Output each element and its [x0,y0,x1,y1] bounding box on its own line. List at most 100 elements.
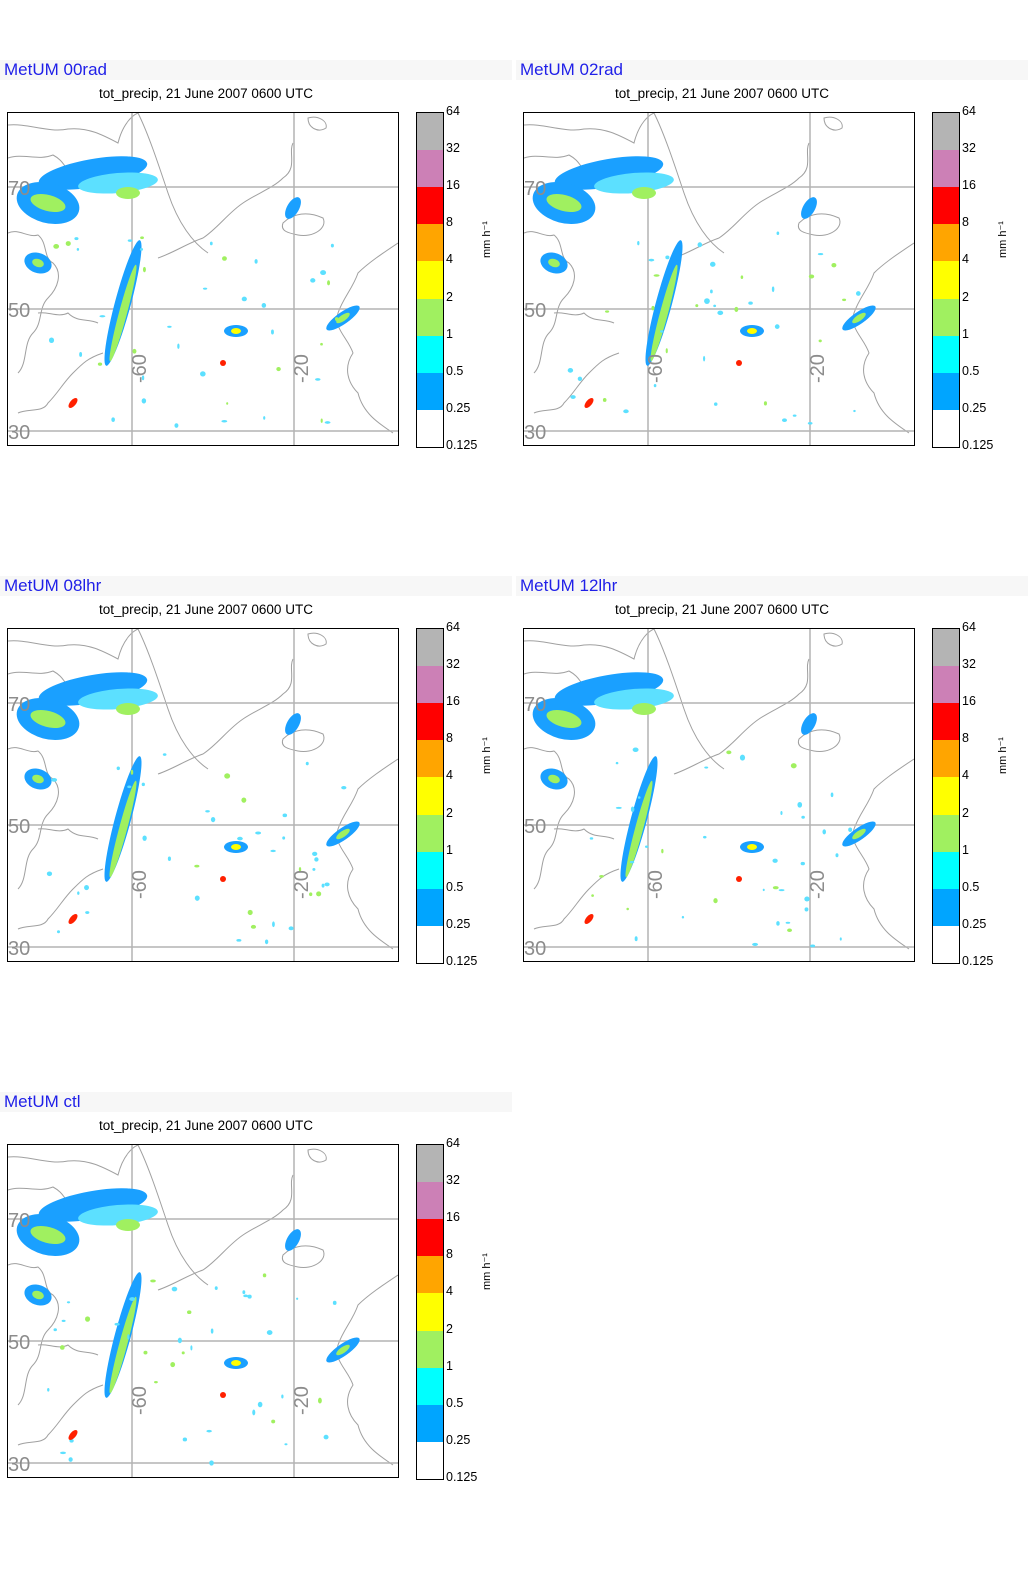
rain-speck [46,871,53,877]
panel-subtitle: tot_precip, 21 June 2007 0600 UTC [615,86,829,101]
colorbar [932,112,960,448]
rain-speck [255,831,262,835]
colorbar-tick-label: 1 [962,326,969,341]
us-east-coast [17,868,104,930]
rain-speck [167,325,172,328]
colorbar-swatch [933,150,959,188]
rain-speck [132,348,137,354]
rain-speck [84,884,89,891]
colorbar-swatch [933,925,959,964]
europe-coast [852,242,914,434]
colorbar-swatch [933,629,959,667]
rain-band-arctic [554,156,664,190]
rain-core-baffin [546,193,582,213]
rain-front-core [109,264,137,362]
map-panel: MetUM ctl tot_precip, 21 June 2007 0600 … [0,1092,516,1592]
rain-front-core [625,780,653,878]
colorbar-swatch [933,224,959,262]
rain-core-arctic [116,1219,140,1231]
rain-core-arctic [632,703,656,715]
colorbar-swatch [417,409,443,448]
svalbard-coast [307,116,327,131]
rain-speck [315,378,321,381]
rain-speck [776,231,780,236]
rain-speck [111,417,115,422]
colorbar-tick-label: 32 [962,657,976,672]
rain-iceland [801,197,817,219]
panel-heading: MetUM 02rad [520,60,623,79]
rain-speck [264,939,269,945]
rain-speck [734,306,739,312]
rain-speck [591,894,594,897]
graticule [8,629,398,961]
norway-coast [673,658,810,775]
us-east-coast [533,868,620,930]
colorbar-swatch [417,1367,443,1406]
lat-70-label: 70 [8,1210,30,1232]
greenland-east-coast [137,629,209,770]
rain-speck [76,247,80,251]
rain-speck [567,367,574,373]
rain-speck [853,409,856,413]
colorbar-swatch [417,298,443,337]
colorbar-tick-label: 1 [446,326,453,341]
rain-speck [848,827,853,832]
colorbar-swatch [417,150,443,188]
rain-speck [316,891,322,897]
precip-map: 70 50 30 -60 -20 [7,628,399,962]
labrador-coast [524,747,575,890]
colorbar-swatch [417,666,443,704]
colorbar-unit: mm h⁻¹ [997,221,1009,258]
rain-speck [772,858,778,863]
rain-speck [266,1330,273,1335]
rain-speck [170,1361,176,1368]
rain-core-baffin [30,709,66,729]
rain-speck [141,398,147,404]
norway-coast [673,142,810,259]
rain-speck [305,761,309,766]
rain-europe-core [336,312,350,324]
lon-m60-label: -60 [129,1386,151,1415]
rain-speck [334,317,339,322]
heading-bar [516,576,1028,596]
rain-speck [114,1322,120,1326]
precip-map: 70 50 30 -60 -20 [523,628,915,962]
europe-coast [336,242,398,434]
rain-speck [681,915,685,919]
colorbar-swatch [417,335,443,374]
colorbar-tick-label: 0.125 [962,954,994,968]
graticule-labels: 70 50 30 -60 -20 [524,694,829,960]
colorbar-tick-label: 64 [962,104,976,118]
rain-labrador-core [32,258,44,268]
nova-scotia-coast [553,312,615,324]
rain-band-arctic-core [78,688,158,710]
rain-speck [187,1310,192,1315]
colorbar-tick-label: 0.125 [446,1470,478,1484]
rain-speck [51,778,58,782]
rain-speck [626,907,629,911]
heading-bar [516,60,1028,80]
colorbar-swatch [417,1330,443,1369]
labrador-coast [8,747,59,890]
iceland-coast [281,729,325,753]
colorbar-tick-label: 0.5 [446,1395,464,1410]
colorbar-tick-label: 2 [962,805,969,820]
heading-bar [0,576,512,596]
lat-30-label: 30 [8,938,30,960]
rain-speck [713,304,717,308]
rain-speck [774,324,780,329]
rain-band-arctic [38,156,148,190]
rain-speck [53,244,60,249]
rain-speck [190,1345,193,1351]
rain-speck [142,266,146,273]
lon-m60-label: -60 [645,354,667,383]
colorbar-swatch [417,187,443,225]
rain-speck [270,849,276,853]
rain-speck [710,289,713,294]
rain-speck [797,801,803,808]
rain-speck [330,243,334,248]
rain-iceland [285,1229,301,1251]
colorbar-swatch [417,372,443,411]
coastlines [8,629,398,950]
rain-speck [831,263,837,268]
